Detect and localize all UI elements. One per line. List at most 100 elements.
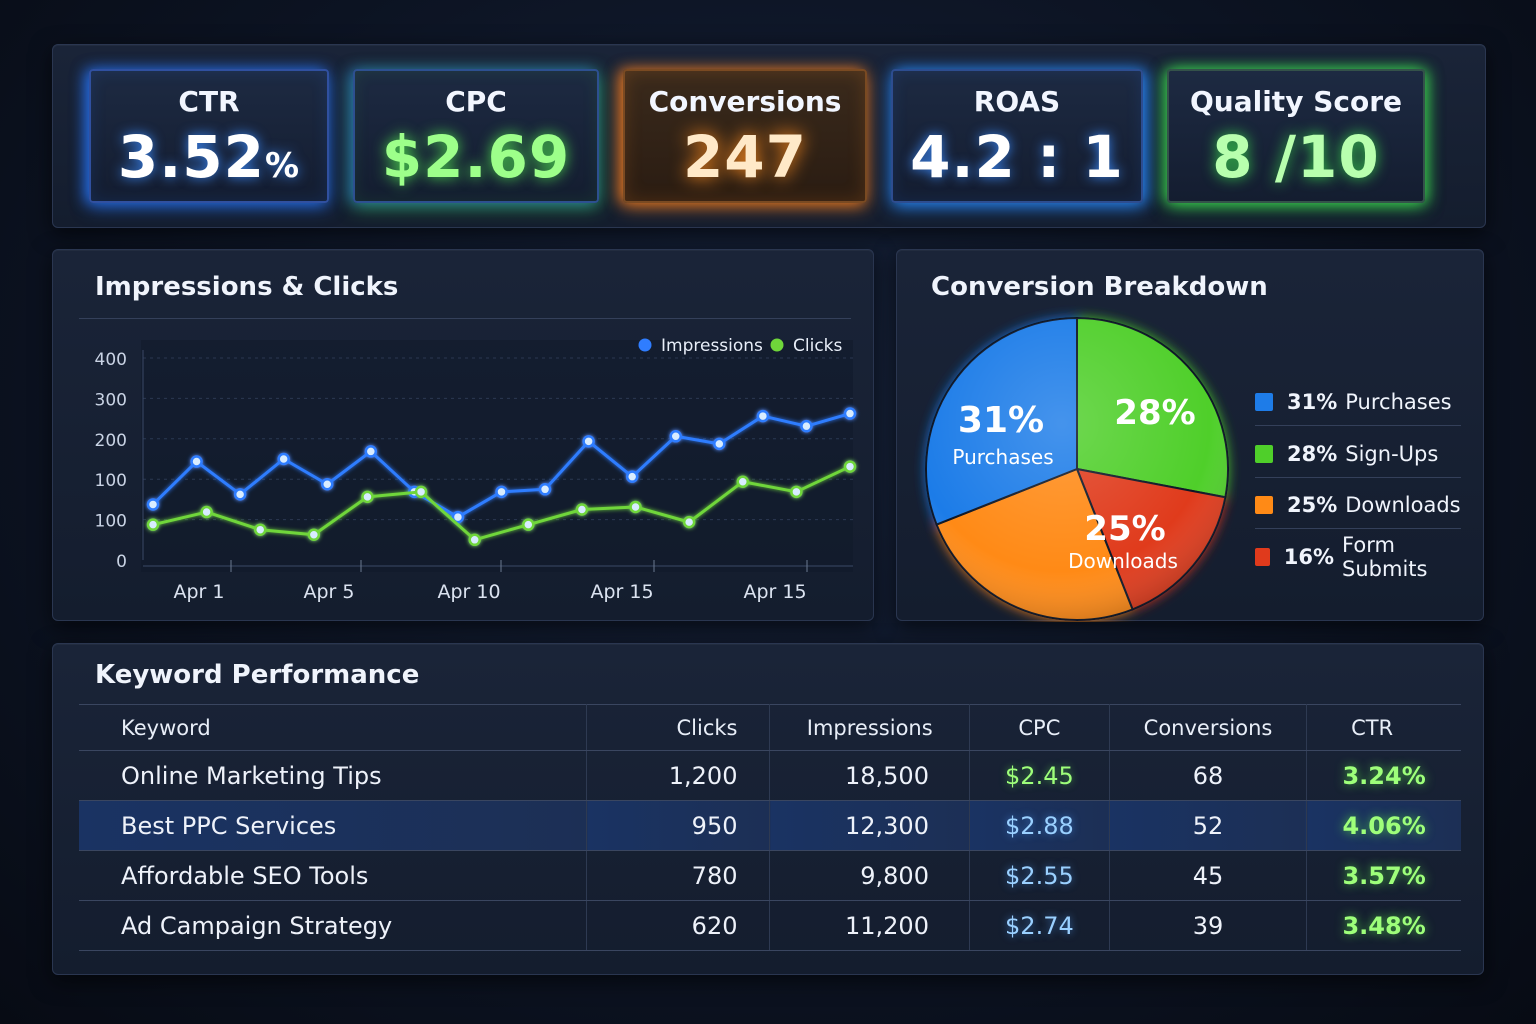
data-point-impressions[interactable]	[625, 470, 639, 483]
cell-clicks: 1,200	[586, 750, 771, 801]
data-point-clicks[interactable]	[575, 503, 589, 516]
cell-keyword: Ad Campaign Strategy	[79, 900, 588, 951]
kpi-cpc-label: CPC	[445, 85, 507, 118]
table-row[interactable]: Best PPC Services 950 12,300 $2.88 52 4.…	[79, 800, 1461, 851]
data-point-impressions[interactable]	[843, 407, 857, 420]
data-point-clicks[interactable]	[736, 475, 750, 488]
data-point-impressions[interactable]	[146, 498, 160, 511]
data-point-impressions[interactable]	[190, 455, 203, 468]
cell-clicks: 950	[586, 800, 771, 851]
kpi-ctr-number: 3.52	[117, 123, 266, 191]
kpi-conversions-card[interactable]: Conversions 247	[623, 69, 867, 203]
cell-impressions: 18,500	[769, 750, 970, 801]
column-header-impressions[interactable]: Impressions	[769, 704, 970, 751]
legend-item-purchases[interactable]: 31% Purchases	[1255, 387, 1461, 417]
legend-item-downloads[interactable]: 25% Downloads	[1255, 490, 1461, 520]
data-point-impressions[interactable]	[800, 419, 813, 433]
data-point-impressions[interactable]	[451, 510, 465, 524]
kpi-cpc-value: $2.69	[381, 123, 571, 191]
cell-ctr: 3.57%	[1306, 850, 1461, 901]
x-tick-label: Apr 10	[437, 581, 500, 603]
kpi-roas-card[interactable]: ROAS 4.2 : 1	[891, 69, 1143, 203]
table-row[interactable]: Affordable SEO Tools 780 9,800 $2.55 45 …	[79, 850, 1461, 901]
table-header-row: Keyword Clicks Impressions CPC Conversio…	[79, 704, 1461, 751]
slice-label-signups-pct: 28%	[1114, 393, 1195, 433]
legend-pct-form-submits: 16%	[1283, 545, 1335, 569]
data-point-impressions[interactable]	[669, 430, 682, 443]
cell-ctr: 4.06%	[1306, 800, 1461, 851]
legend-label-impressions[interactable]: Impressions	[661, 336, 763, 356]
legend-item-form-submits[interactable]: 16% Form Submits	[1255, 533, 1461, 581]
legend-label-signups: Sign-Ups	[1345, 442, 1439, 466]
legend-pct-downloads: 25%	[1287, 493, 1338, 517]
data-point-clicks[interactable]	[253, 523, 267, 536]
legend-label-downloads: Downloads	[1345, 493, 1461, 517]
plot-area	[141, 340, 853, 572]
legend-item-signups[interactable]: 28% Sign-Ups	[1255, 439, 1461, 469]
column-header-ctr[interactable]: CTR	[1306, 704, 1461, 751]
data-point-impressions[interactable]	[756, 409, 770, 423]
data-point-impressions[interactable]	[277, 452, 290, 466]
series-line-clicks	[152, 465, 851, 542]
cell-conversions: 45	[1109, 850, 1308, 901]
cell-impressions: 12,300	[769, 800, 970, 851]
cell-conversions: 52	[1109, 800, 1308, 851]
legend-swatch-form-submits	[1255, 548, 1270, 566]
column-header-clicks[interactable]: Clicks	[586, 704, 771, 751]
data-point-impressions[interactable]	[321, 478, 334, 491]
legend-label-purchases: Purchases	[1345, 390, 1452, 414]
kpi-conversions-label: Conversions	[648, 85, 842, 118]
keyword-table: Keyword Clicks Impressions CPC Conversio…	[79, 704, 1461, 951]
data-point-clicks[interactable]	[790, 485, 803, 499]
data-point-clicks[interactable]	[468, 533, 481, 547]
data-point-clicks[interactable]	[200, 505, 213, 519]
data-point-impressions[interactable]	[538, 483, 552, 496]
x-tick-label: Apr 1	[174, 581, 225, 603]
line-chart: 0 100 100 200 300 400 Apr 1 Apr 5 Apr 10 Apr 15 Ap…	[95, 336, 857, 603]
slice-label-downloads-pct: 25%	[1084, 509, 1165, 549]
data-point-impressions[interactable]	[713, 437, 726, 451]
kpi-ctr-value: 3.52%	[91, 123, 327, 191]
cell-keyword: Online Marketing Tips	[79, 750, 588, 801]
conversion-breakdown-panel: Conversion Breakdown 31% Purchases 28% 2…	[896, 249, 1484, 621]
y-tick-label: 300	[95, 390, 127, 410]
kpi-ctr-unit: %	[265, 146, 301, 186]
cell-clicks: 780	[586, 850, 771, 901]
cell-ctr: 3.48%	[1306, 900, 1461, 951]
table-row[interactable]: Online Marketing Tips 1,200 18,500 $2.45…	[79, 750, 1461, 801]
kpi-ctr-card[interactable]: CTR 3.52%	[89, 69, 329, 203]
kpi-quality-score-card[interactable]: Quality Score 8 /10	[1167, 69, 1425, 203]
data-point-impressions[interactable]	[495, 485, 508, 499]
data-point-clicks[interactable]	[843, 460, 857, 473]
column-header-keyword[interactable]: Keyword	[79, 704, 588, 751]
data-point-clicks[interactable]	[146, 518, 160, 531]
data-point-clicks[interactable]	[522, 518, 535, 531]
cell-cpc: $2.55	[969, 850, 1110, 901]
cell-conversions: 39	[1109, 900, 1308, 951]
kpi-cpc-card[interactable]: CPC $2.69	[353, 69, 599, 203]
keyword-table-title: Keyword Performance	[95, 660, 420, 690]
line-chart-title: Impressions & Clicks	[95, 272, 399, 302]
kpi-ctr-label: CTR	[178, 85, 240, 118]
table-row[interactable]: Ad Campaign Strategy 620 11,200 $2.74 39…	[79, 900, 1461, 951]
data-point-impressions[interactable]	[364, 445, 378, 458]
kpi-roas-label: ROAS	[973, 85, 1061, 118]
y-tick-label: 0	[116, 552, 127, 572]
data-point-clicks[interactable]	[682, 515, 696, 529]
data-point-clicks[interactable]	[361, 490, 374, 504]
column-header-cpc[interactable]: CPC	[969, 704, 1110, 751]
data-point-clicks[interactable]	[414, 485, 428, 499]
legend-dot-clicks	[770, 338, 784, 352]
column-header-conversions[interactable]: Conversions	[1109, 704, 1308, 751]
cell-clicks: 620	[586, 900, 771, 951]
data-point-clicks[interactable]	[307, 528, 321, 541]
data-point-impressions[interactable]	[582, 435, 595, 448]
legend-divider	[1255, 425, 1461, 426]
legend-swatch-signups	[1255, 445, 1273, 463]
y-tick-label: 100	[95, 471, 127, 491]
data-point-impressions[interactable]	[233, 488, 247, 501]
data-point-clicks[interactable]	[629, 500, 642, 514]
cell-conversions: 68	[1109, 750, 1308, 801]
cell-impressions: 9,800	[769, 850, 970, 901]
legend-label-clicks[interactable]: Clicks	[793, 336, 843, 356]
